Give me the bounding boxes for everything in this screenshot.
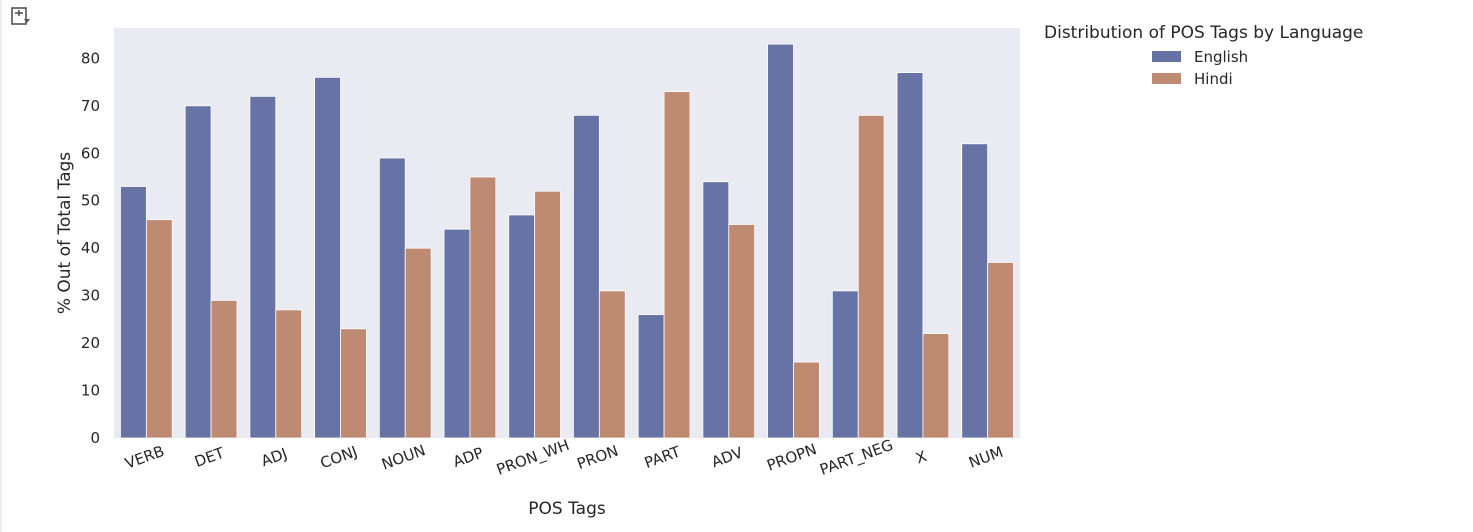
y-tick-label: 10 <box>81 382 100 400</box>
bar-hindi-adj <box>275 309 303 439</box>
bar-hindi-pron <box>598 290 626 439</box>
bar-english-pron <box>573 114 600 439</box>
bar-hindi-part-neg <box>857 114 885 439</box>
x-tick-label: PRON <box>575 442 621 473</box>
bar-english-propn <box>767 43 794 439</box>
cell-left-border <box>0 0 2 532</box>
y-tick-label: 0 <box>90 429 100 447</box>
bar-hindi-conj <box>340 328 367 439</box>
output-toggle-icon[interactable] <box>10 6 32 28</box>
bar-english-det <box>184 105 212 439</box>
legend-label-english: English <box>1194 48 1248 66</box>
legend-swatch-hindi <box>1152 73 1181 84</box>
x-tick-label: PRON_WH <box>494 436 572 480</box>
x-axis-label: POS Tags <box>528 499 606 519</box>
bar-hindi-verb <box>145 219 173 439</box>
bar-hindi-num <box>987 262 1014 439</box>
bar-english-adj <box>249 95 277 439</box>
y-tick-label: 50 <box>81 192 100 210</box>
bar-english-part-neg <box>831 290 859 439</box>
bar-hindi-part <box>663 91 691 439</box>
bar-english-adv <box>702 181 730 439</box>
bar-hindi-propn <box>793 361 820 439</box>
x-tick-label: ADV <box>709 443 746 471</box>
x-tick-label: X <box>913 447 929 467</box>
x-tick-label: DET <box>192 443 227 471</box>
bar-english-noun <box>378 157 406 439</box>
bar-english-part <box>637 314 665 439</box>
x-tick-label: ADP <box>451 444 486 471</box>
x-tick-label: CONJ <box>318 442 360 472</box>
y-tick-label: 20 <box>81 334 100 352</box>
bar-hindi-x <box>922 333 950 439</box>
bar-hindi-adp <box>469 176 497 439</box>
x-tick-label: NOUN <box>379 441 428 473</box>
y-tick-label: 60 <box>81 144 100 162</box>
bar-english-x <box>896 72 924 439</box>
x-tick-label: PROPN <box>764 440 819 475</box>
x-tick-label: PART_NEG <box>817 436 896 480</box>
bar-english-pron-wh <box>508 214 536 439</box>
x-tick-label: PART <box>642 442 684 472</box>
legend-title: Distribution of POS Tags by Language <box>1044 23 1363 43</box>
y-tick-label: 80 <box>81 49 100 67</box>
legend-swatch-english <box>1152 51 1181 62</box>
bar-hindi-det <box>210 299 238 439</box>
y-tick-label: 30 <box>81 287 100 305</box>
bar-english-conj <box>314 76 341 439</box>
y-tick-label: 40 <box>81 239 100 257</box>
y-tick-label: 70 <box>81 97 100 115</box>
bar-english-verb <box>120 186 147 439</box>
bar-hindi-adv <box>728 224 756 439</box>
legend-label-hindi: Hindi <box>1194 70 1233 88</box>
x-tick-label: VERB <box>123 442 167 473</box>
bar-english-adp <box>443 228 471 439</box>
bar-english-num <box>961 143 989 439</box>
x-tick-label: NUM <box>966 443 1005 472</box>
bar-hindi-pron-wh <box>534 190 561 439</box>
x-tick-label: ADJ <box>259 444 290 470</box>
y-axis-label: % Out of Total Tags <box>55 152 75 314</box>
bar-hindi-noun <box>404 247 432 439</box>
